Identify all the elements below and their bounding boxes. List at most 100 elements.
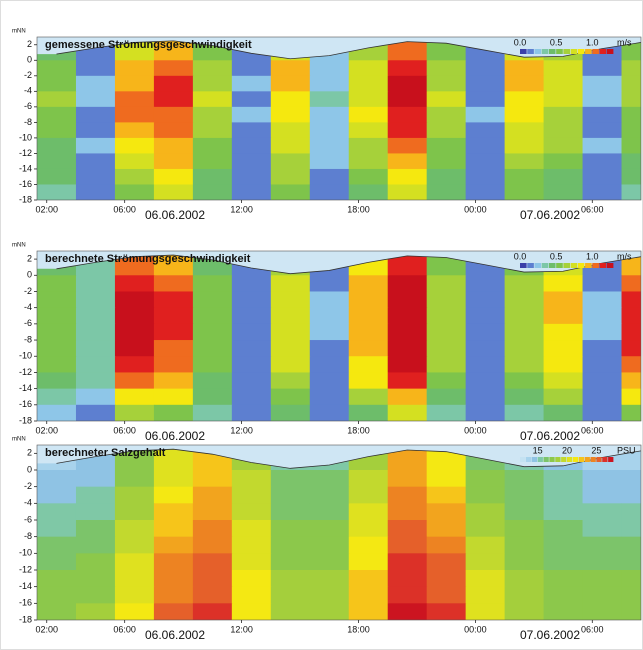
heatmap-cell [348,503,389,521]
heatmap-cell [270,372,311,390]
heatmap-cell [75,340,116,357]
heatmap-cell [426,570,467,588]
colorbar-swatch [585,49,592,54]
heatmap-cell [309,570,350,588]
heatmap-cell [621,275,641,293]
heatmap-cell [114,122,155,139]
heatmap-cell [192,75,233,92]
heatmap-cell [426,106,467,123]
heatmap-cell [348,291,389,309]
heatmap-cell [465,340,506,357]
colorbar-swatch [599,263,607,268]
heatmap-cell [621,291,641,309]
heatmap-cell [504,586,545,604]
heatmap-cell [309,122,350,139]
heatmap-cell [465,536,506,554]
heatmap-cell [231,570,272,588]
heatmap-cell [114,75,155,92]
y-tick-label: -16 [19,399,32,409]
colorbar-swatch [541,263,549,268]
heatmap-cell [543,106,584,123]
heatmap-cell [270,184,311,200]
heatmap-cell [270,486,311,504]
heatmap-cell [348,586,389,604]
heatmap-cell [231,404,272,421]
heatmap-cell [37,323,77,341]
heatmap-cell [75,75,116,92]
x-tick-label: 02:00 [35,624,58,634]
heatmap-cell [153,137,194,155]
heatmap-cell [37,586,77,604]
heatmap-cell [114,291,155,309]
heatmap-cell [348,553,389,571]
heatmap-cell [621,503,641,521]
heatmap-cell [582,404,623,421]
heatmap-cell [543,388,584,406]
x-tick-label: 06:00 [113,204,136,214]
heatmap-cell [465,372,506,390]
heatmap-cell [426,372,467,390]
heatmap-cell [465,603,506,620]
heatmap-cell [75,168,116,186]
y-tick-label: -2 [24,481,32,491]
heatmap-cell [309,586,350,604]
water-surface [56,254,641,275]
heatmap-cell [348,486,389,504]
heatmap-cell [231,323,272,341]
heatmap-cell [582,470,623,488]
heatmap-cell [348,570,389,588]
heatmap-cell [348,404,389,421]
heatmap-cell [37,388,77,406]
heatmap-cell [192,570,233,588]
heatmap-cell [387,553,428,571]
heatmap-cell [621,60,641,77]
colorbar-swatch [563,49,571,54]
heatmap-cell [348,323,389,341]
heatmap-cell [426,122,467,139]
heatmap-cell [153,553,194,571]
heatmap-cell [309,60,350,77]
heatmap-cell [309,168,350,186]
heatmap-cell [75,184,116,200]
heatmap-cell [426,404,467,421]
colorbar-swatch [590,457,596,462]
colorbar-tick-label: 0.0 [514,251,527,261]
heatmap-cell [192,153,233,170]
heatmap-cell [231,388,272,406]
heatmap-cell [621,570,641,588]
heatmap-cell [504,106,545,123]
colorbar-swatch [520,457,526,462]
heatmap-cell [348,275,389,293]
heatmap-cell [270,168,311,186]
colorbar-swatch [561,457,567,462]
heatmap-cell [465,486,506,504]
heatmap-cell [309,137,350,155]
heatmap-cell [192,520,233,538]
heatmap-cell [37,153,77,170]
heatmap-cell [504,603,545,620]
heatmap-cell [192,122,233,139]
heatmap-cell [426,323,467,341]
heatmap-cell [75,356,116,374]
heatmap-cell [465,137,506,155]
heatmap-cell [582,372,623,390]
panel-title: berechnete Strömungsgeschwindigkeit [45,253,251,265]
colorbar-swatch [599,49,607,54]
heatmap-cell [387,388,428,406]
heatmap-cell [582,388,623,406]
x-tick-label: 12:00 [230,425,253,435]
y-axis-label: mNN [12,243,26,249]
heatmap-cell [543,307,584,325]
heatmap-cell [270,75,311,92]
heatmap-cell [270,275,311,293]
x-tick-label: 02:00 [35,204,58,214]
heatmap-cell [426,586,467,604]
heatmap-cell [426,536,467,554]
heatmap-cell [75,106,116,123]
colorbar-swatch [608,457,614,462]
heatmap-cell [387,372,428,390]
colorbar-swatch [570,263,578,268]
heatmap-cell [504,323,545,341]
panel: 2 0 -2 -4 -6 -8 -10 -12 -14 -16 -18 mNN 02:00 06:00 12… [12,243,642,443]
